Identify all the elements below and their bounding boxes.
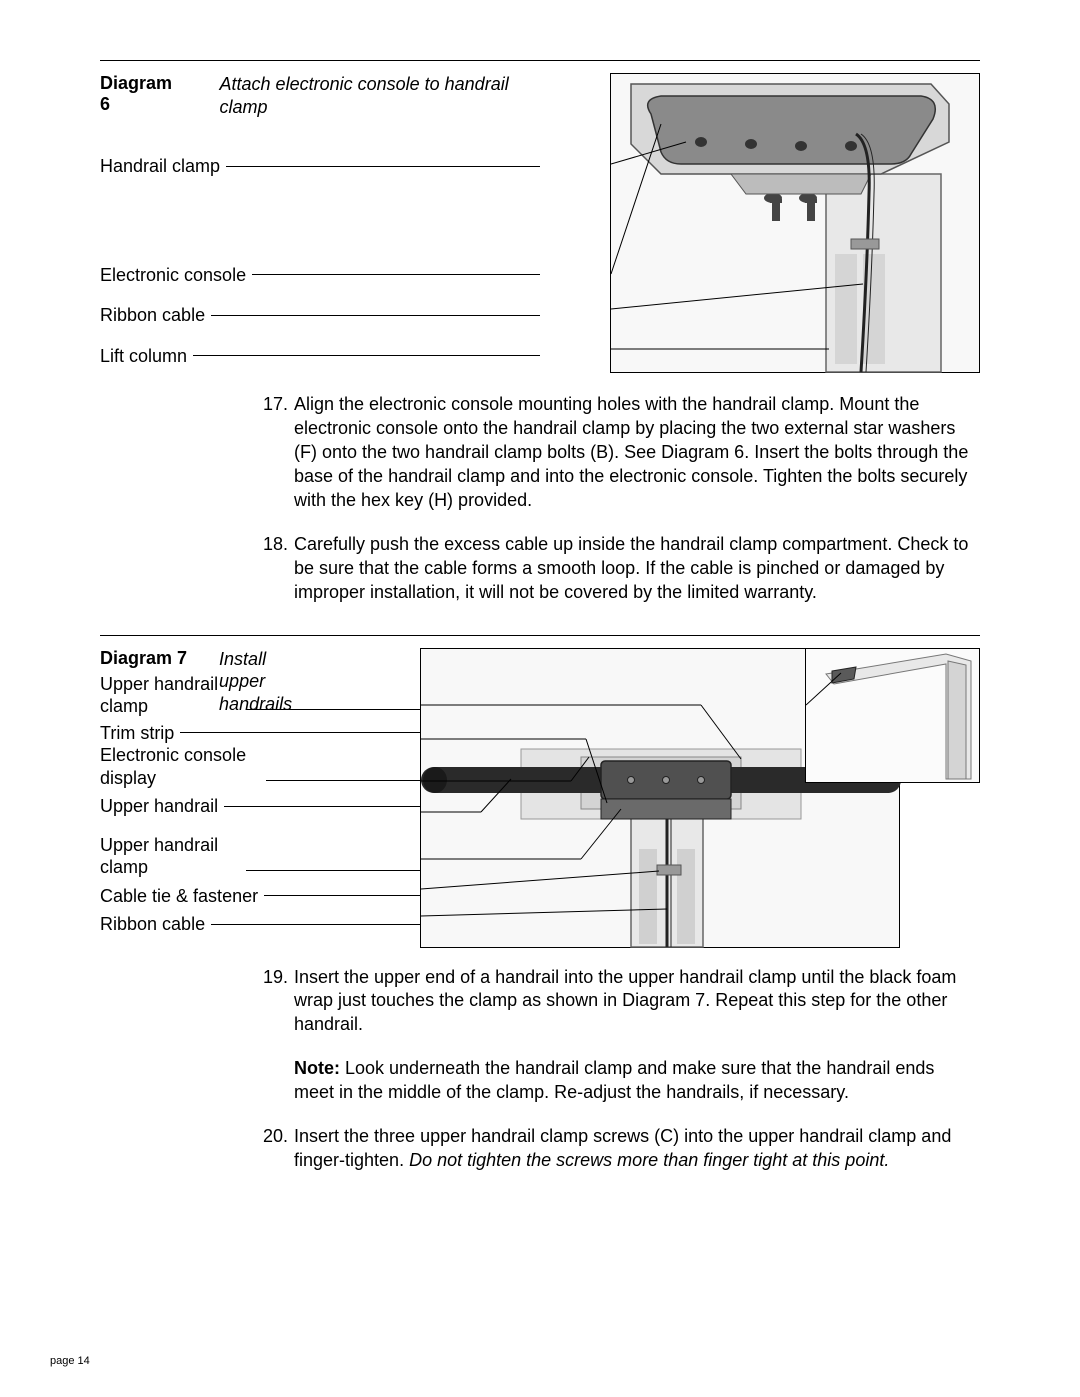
step-18: 18. Carefully push the excess cable up i…	[260, 533, 976, 605]
callout-electronic-console-display: Electronic console display	[100, 744, 260, 789]
step-20-text-b: Do not tighten the screws more than fing…	[409, 1150, 889, 1170]
diagram-7-number: Diagram 7	[100, 648, 187, 669]
diagram-7-section: Diagram 7 Install upper handrails Upper …	[100, 648, 980, 966]
leader-line	[224, 806, 420, 807]
leader-line	[226, 166, 540, 167]
step-20-wrap: 20. Insert the three upper handrail clam…	[260, 1125, 976, 1173]
leader-line	[246, 870, 420, 871]
step-text: Insert the three upper handrail clamp sc…	[294, 1125, 976, 1173]
note-block: Note: Look underneath the handrail clamp…	[294, 1057, 976, 1105]
step-text: Insert the upper end of a handrail into …	[294, 966, 976, 1038]
rule-mid	[100, 635, 980, 636]
note-label: Note:	[294, 1058, 340, 1078]
step-20: 20. Insert the three upper handrail clam…	[260, 1125, 976, 1173]
callout-handrail-clamp: Handrail clamp	[100, 155, 220, 178]
callout-upper-handrail: Upper handrail	[100, 795, 218, 818]
leader-line	[266, 780, 420, 781]
note-text: Look underneath the handrail clamp and m…	[294, 1058, 934, 1102]
callout-lift-column: Lift column	[100, 345, 187, 368]
callout-upper-handrail-clamp-2: Upper handrail clamp	[100, 834, 240, 879]
step-number: 19.	[260, 966, 294, 1038]
diagram-6-figure	[610, 73, 980, 373]
rule-top	[100, 60, 980, 61]
diagram-6-svg	[611, 74, 981, 374]
callout-upper-handrail-clamp: Upper handrail clamp	[100, 673, 240, 718]
step-number: 20.	[260, 1125, 294, 1173]
leader-line	[264, 895, 420, 896]
steps-17-18: 17. Align the electronic console mountin…	[260, 393, 976, 605]
step-17: 17. Align the electronic console mountin…	[260, 393, 976, 513]
step-19: 19. Insert the upper end of a handrail i…	[260, 966, 976, 1038]
leader-line	[246, 709, 420, 710]
callout-electronic-console: Electronic console	[100, 264, 246, 287]
diagram-6-section: Diagram 6 Attach electronic console to h…	[100, 73, 980, 393]
callout-ribbon-cable: Ribbon cable	[100, 304, 205, 327]
diagram-7-callouts: Upper handrail clamp Trim strip Electron…	[100, 673, 420, 936]
leader-line	[180, 732, 420, 733]
steps-19-20: 19. Insert the upper end of a handrail i…	[260, 966, 976, 1038]
leader-line	[211, 924, 420, 925]
diagram-7-inset-svg	[806, 649, 981, 784]
step-number: 18.	[260, 533, 294, 605]
callout-cable-tie: Cable tie & fastener	[100, 885, 258, 908]
step-text: Align the electronic console mounting ho…	[294, 393, 976, 513]
page-number: page 14	[50, 1355, 90, 1367]
callout-ribbon-cable-7: Ribbon cable	[100, 913, 205, 936]
callout-trim-strip: Trim strip	[100, 722, 174, 745]
leader-line	[211, 315, 540, 316]
step-number: 17.	[260, 393, 294, 513]
diagram-7-inset	[805, 648, 980, 783]
diagram-6-callouts: Handrail clamp Electronic console Ribbon…	[100, 73, 540, 367]
step-text: Carefully push the excess cable up insid…	[294, 533, 976, 605]
leader-line	[252, 274, 540, 275]
leader-line	[193, 355, 540, 356]
